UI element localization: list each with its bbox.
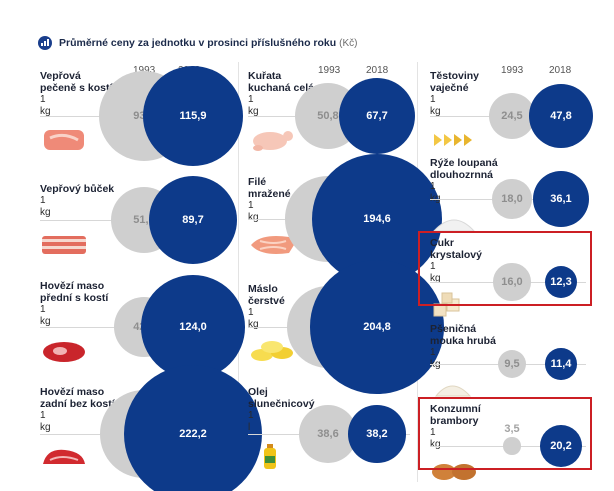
chart-title: Průměrné ceny za jednotku v prosinci pří… xyxy=(38,35,358,51)
item-name: Hovězí maso zadní bez kostí xyxy=(40,386,115,410)
chart-title-unit: (Kč) xyxy=(339,38,358,49)
value-label-2018: 204,8 xyxy=(363,320,391,333)
item-unit: 1 kg xyxy=(40,94,51,117)
bubble-2018: 204,8 xyxy=(310,260,444,394)
value-label-2018: 20,2 xyxy=(550,439,572,452)
year-label-2018-right: 2018 xyxy=(549,65,572,76)
year-label-1993-middle: 1993 xyxy=(318,65,341,76)
item-name: Olej slunečnicový xyxy=(248,386,315,410)
value-label-1993: 9,5 xyxy=(504,357,520,370)
fish-fillet-icon xyxy=(248,229,296,255)
bubble-2018: 124,0 xyxy=(141,275,245,379)
year-label-1993-right: 1993 xyxy=(501,65,524,76)
value-label-2018: 38,2 xyxy=(366,427,388,440)
bubble-2018: 38,2 xyxy=(348,405,406,463)
item-unit: 1 kg xyxy=(430,94,441,117)
pasta-icon xyxy=(430,126,478,152)
item-name: Rýže loupaná dlouhozrnná xyxy=(430,157,498,181)
pork-belly-icon xyxy=(40,230,88,256)
item-unit: 1 kg xyxy=(430,427,441,450)
value-label-1993: 3,5 xyxy=(504,423,520,436)
item-unit: 1 kg xyxy=(248,94,259,117)
item-unit: 1 kg xyxy=(40,195,51,218)
bubble-1993: 38,6 xyxy=(299,405,357,463)
value-label-2018: 11,4 xyxy=(550,357,572,370)
bubble-1993: 24,5 xyxy=(488,92,535,139)
bubble-2018: 47,8 xyxy=(528,83,594,149)
bubble-2018: 36,1 xyxy=(533,171,589,227)
value-label-2018: 124,0 xyxy=(179,320,207,333)
value-label-2018: 89,7 xyxy=(182,213,204,226)
bubble-2018: 20,2 xyxy=(540,425,582,467)
chicken-icon xyxy=(248,126,296,152)
value-label-1993: 24,5 xyxy=(501,109,523,122)
item-name: Těstoviny vaječné xyxy=(430,70,480,94)
bubble-2018: 12,3 xyxy=(544,265,578,299)
value-label-2018: 67,7 xyxy=(366,109,388,122)
item-name: Vepřový bůček xyxy=(40,183,115,195)
value-label-2018: 222,2 xyxy=(179,427,207,440)
item-unit: 1 l xyxy=(248,410,254,433)
butter-icon xyxy=(248,337,296,363)
bubble-2018: 222,2 xyxy=(123,364,263,491)
item-name: Vepřová pečeně s kostí xyxy=(40,70,113,94)
highlight-box xyxy=(418,231,592,306)
bubble-2018: 115,9 xyxy=(142,65,244,167)
item-unit: 1 kg xyxy=(430,347,441,370)
item-unit: 1 kg xyxy=(248,307,259,330)
oil-bottle-icon xyxy=(248,444,296,470)
highlight-box xyxy=(418,397,592,470)
item-name: Konzumní brambory xyxy=(430,403,481,427)
bubble-1993: 16,0 xyxy=(493,263,531,301)
item-name: Máslo čerstvé xyxy=(248,283,285,307)
chart-title-text: Průměrné ceny za jednotku v prosinci pří… xyxy=(59,37,358,49)
value-label-2018: 36,1 xyxy=(550,192,572,205)
value-label-2018: 194,6 xyxy=(363,212,391,225)
item-name: Pšeničná mouka hrubá xyxy=(430,323,496,347)
beef-front-icon xyxy=(40,337,88,363)
item-name: Hovězí maso přední s kostí xyxy=(40,280,109,304)
bubble-1993: 18,0 xyxy=(492,179,532,219)
item-name: Filé mražené xyxy=(248,176,291,200)
item-unit: 1 kg xyxy=(40,410,51,433)
bar-chart-icon xyxy=(38,36,52,50)
year-label-1993-left: 1993 xyxy=(133,65,155,76)
column-divider-1 xyxy=(238,62,239,482)
bubble-2018: 67,7 xyxy=(338,77,416,155)
beef-rear-icon xyxy=(40,444,88,470)
value-label-1993: 50,8 xyxy=(317,109,339,122)
bubble-1993: 9,5 xyxy=(497,349,527,379)
item-unit: 1 kg xyxy=(40,304,51,327)
chart-title-label: Průměrné ceny za jednotku v prosinci pří… xyxy=(59,37,337,49)
flour-icon xyxy=(430,374,478,400)
bubble-1993 xyxy=(503,437,521,455)
rice-icon xyxy=(430,209,478,235)
item-unit: 1 kg xyxy=(430,181,441,204)
value-label-1993: 38,6 xyxy=(317,427,339,440)
bubble-2018: 89,7 xyxy=(148,175,238,265)
year-label-2018-middle: 2018 xyxy=(366,65,389,76)
column-divider-2 xyxy=(417,62,418,482)
value-label-2018: 12,3 xyxy=(550,275,572,288)
value-label-1993: 16,0 xyxy=(501,275,523,288)
pork-roast-icon xyxy=(40,126,88,152)
item-unit: 1 kg xyxy=(430,261,441,284)
value-label-2018: 115,9 xyxy=(179,109,207,122)
value-label-2018: 47,8 xyxy=(550,109,572,122)
item-name: Cukr krystalový xyxy=(430,237,482,261)
sugar-cubes-icon xyxy=(430,292,478,318)
value-label-1993: 18,0 xyxy=(501,192,523,205)
item-unit: 1 kg xyxy=(248,200,259,223)
bubble-2018: 11,4 xyxy=(545,348,577,380)
